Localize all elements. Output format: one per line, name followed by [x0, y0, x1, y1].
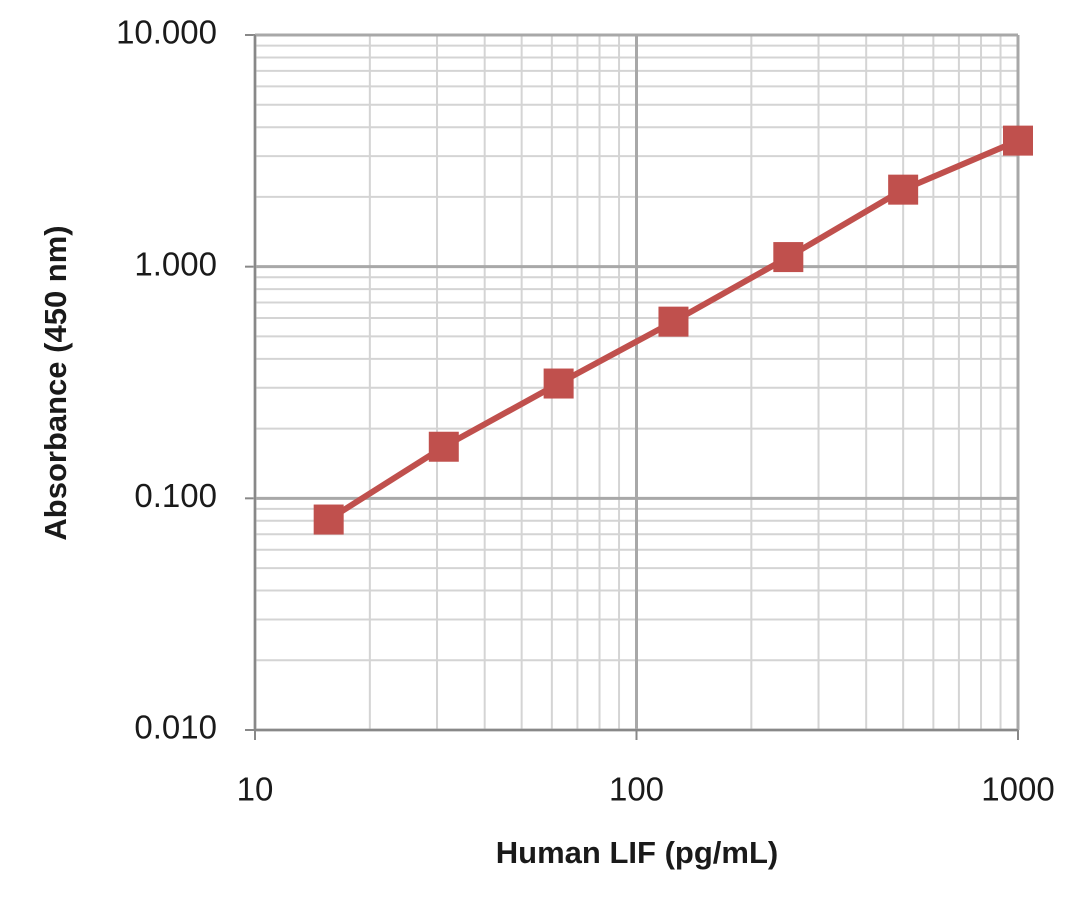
x-tick-label: 1000 — [981, 771, 1054, 808]
y-axis-title: Absorbance (450 nm) — [38, 225, 73, 540]
x-tick-label: 10 — [237, 771, 274, 808]
data-point — [313, 504, 344, 535]
y-tick-label: 10.000 — [116, 14, 217, 51]
data-point — [773, 242, 804, 273]
data-point — [1003, 125, 1033, 156]
y-tick-label: 0.100 — [134, 477, 217, 514]
data-point — [888, 174, 919, 205]
y-tick-label: 1.000 — [134, 245, 217, 282]
data-point — [428, 431, 459, 462]
x-tick-label: 100 — [609, 771, 664, 808]
y-tick-label: 0.010 — [134, 709, 217, 746]
data-point — [543, 368, 574, 399]
data-point — [658, 306, 689, 337]
x-axis-title: Human LIF (pg/mL) — [496, 835, 778, 870]
